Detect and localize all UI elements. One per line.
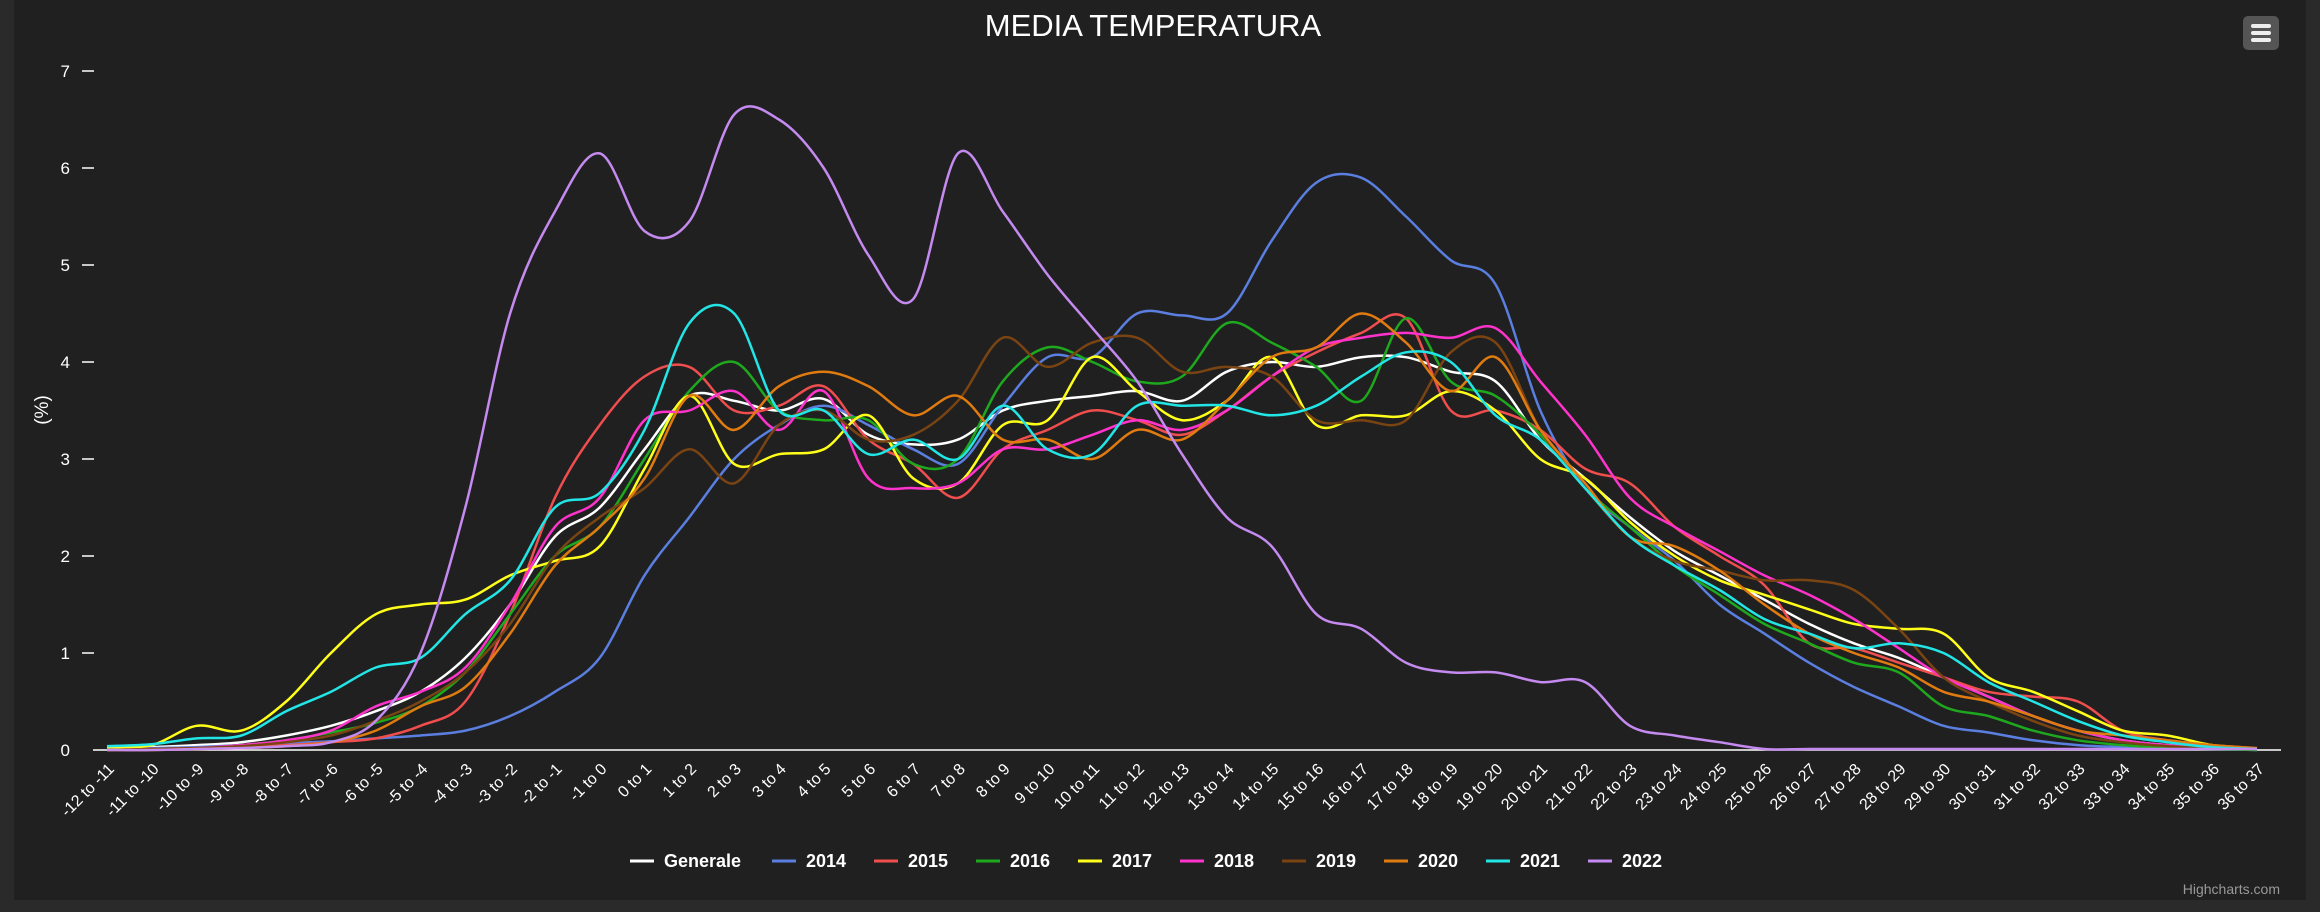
legend-item-2015[interactable]: 2015: [874, 851, 948, 871]
legend-label: 2014: [806, 851, 846, 871]
y-tick-label: 7: [61, 62, 70, 81]
legend-label: Generale: [664, 851, 741, 871]
y-tick-label: 2: [61, 547, 70, 566]
y-axis-title: (%): [32, 395, 53, 425]
legend-item-2019[interactable]: 2019: [1282, 851, 1356, 871]
series-line-2015[interactable]: [106, 313, 2258, 752]
credits-link[interactable]: Highcharts.com: [2182, 881, 2280, 897]
legend-item-2020[interactable]: 2020: [1384, 851, 1458, 871]
y-tick-label: 5: [61, 256, 70, 275]
y-tick-label: 1: [61, 644, 70, 663]
legend-label: 2021: [1520, 851, 1560, 871]
plot-background: [14, 0, 2306, 900]
y-tick-label: 3: [61, 450, 70, 469]
legend-item-2021[interactable]: 2021: [1486, 851, 1560, 871]
legend-label: 2022: [1622, 851, 1662, 871]
hamburger-menu-icon[interactable]: [2243, 16, 2279, 50]
legend-label: 2017: [1112, 851, 1152, 871]
legend-item-2017[interactable]: 2017: [1078, 851, 1152, 871]
series-line-2020[interactable]: [106, 312, 2258, 752]
legend-item-2014[interactable]: 2014: [772, 851, 846, 871]
legend-item-2016[interactable]: 2016: [976, 851, 1050, 871]
series-line-2022[interactable]: [106, 105, 2257, 752]
legend-label: 2015: [908, 851, 948, 871]
series-line-2014[interactable]: [106, 172, 2258, 752]
legend-label: 2018: [1214, 851, 1254, 871]
legend-label: 2016: [1010, 851, 1050, 871]
legend-label: 2019: [1316, 851, 1356, 871]
series-line-2019[interactable]: [106, 334, 2258, 752]
series-line-2017[interactable]: [106, 355, 2258, 751]
legend-item-generale[interactable]: Generale: [630, 851, 741, 871]
series-line-2021[interactable]: [106, 303, 2258, 751]
legend-item-2018[interactable]: 2018: [1180, 851, 1254, 871]
chart-title: MEDIA TEMPERATURA: [984, 8, 1322, 43]
y-tick-label: 0: [61, 741, 70, 760]
series-line-generale[interactable]: [106, 354, 2258, 751]
series-line-2016[interactable]: [106, 317, 2258, 752]
y-tick-label: 4: [61, 353, 70, 372]
y-tick-label: 6: [61, 159, 70, 178]
legend-item-2022[interactable]: 2022: [1588, 851, 1662, 871]
legend-label: 2020: [1418, 851, 1458, 871]
